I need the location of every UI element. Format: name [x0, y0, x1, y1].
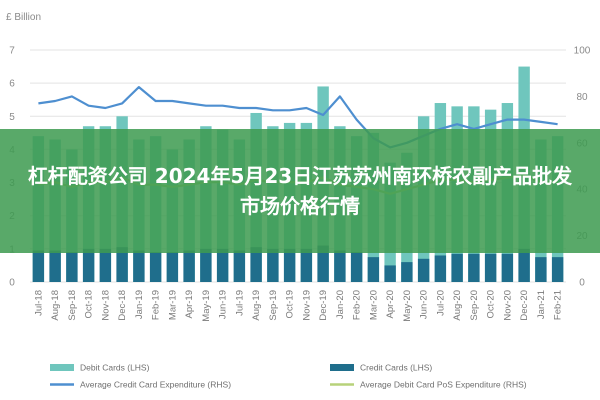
x-axis-tick-label: Jul-20 [435, 290, 446, 316]
x-axis-tick-label: Jul-18 [33, 290, 44, 316]
credit-card-bar [300, 248, 313, 282]
credit-card-bar [216, 248, 229, 282]
x-axis-tick-label: Aug-20 [452, 290, 463, 321]
x-axis-tick-label: Feb-20 [352, 290, 363, 320]
title-overlay-band [0, 129, 600, 253]
x-axis-tick-label: Jan-20 [335, 290, 346, 319]
x-axis-tick-label: Mar-20 [368, 290, 379, 320]
right-axis-tick-label: 0 [579, 278, 585, 289]
x-axis-ticks: Jul-18 Aug-18 Sep-18 Oct-18 Nov-18 Dec-18 Jan-… [33, 290, 563, 322]
credit-card-bar [518, 248, 530, 282]
x-axis-tick-label: May-19 [201, 290, 212, 322]
credit-card-bar [501, 253, 514, 282]
credit-card-bar [183, 250, 195, 282]
credit-card-bar [367, 257, 380, 282]
x-axis-tick-label: Dec-19 [318, 290, 329, 321]
legend-label: Debit Cards (LHS) [80, 363, 150, 373]
credit-card-bar [200, 248, 212, 282]
x-axis-tick-label: Oct-19 [285, 290, 296, 319]
x-axis-tick-label: Jun-19 [218, 290, 229, 319]
x-axis-tick-label: Mar-19 [167, 290, 178, 320]
x-axis-tick-label: Apr-19 [184, 290, 195, 319]
credit-card-bar [82, 248, 95, 282]
x-axis-tick-label: Aug-19 [251, 290, 262, 321]
x-axis-tick-label: May-20 [402, 290, 413, 322]
left-axis-tick-label: 5 [9, 112, 15, 123]
legend: Debit Cards (LHS) Credit Cards (LHS) Avera… [50, 363, 527, 390]
credit-card-bar [233, 250, 246, 282]
avg-credit-card-expenditure-line [38, 85, 558, 149]
x-axis-tick-label: Dec-20 [519, 290, 530, 321]
credit-card-bar [99, 248, 112, 282]
x-axis-tick-label: Nov-18 [100, 290, 111, 321]
x-axis-tick-label: Nov-20 [502, 290, 513, 321]
credit-card-bar [149, 252, 162, 282]
credit-card-bar [317, 245, 329, 282]
credit-card-bar [451, 253, 463, 282]
right-axis-tick-label: 80 [576, 92, 588, 103]
credit-card-bar [551, 257, 564, 282]
right-axis-tick-label: 100 [574, 46, 591, 57]
title-overlay: 杠杆配资公司 2024年5月23日江苏苏州南环桥农副产品批发市场价格行情 [0, 129, 600, 253]
credit-card-bar [133, 250, 145, 282]
credit-card-bar [250, 247, 262, 282]
overlay-title: 杠杆配资公司 2024年5月23日江苏苏州南环桥农副产品批发市场价格行情 [27, 164, 573, 218]
x-axis-tick-label: Aug-18 [50, 290, 61, 321]
credit-card-bar [468, 253, 480, 282]
legend-label: Average Debit Card PoS Expenditure (RHS) [360, 380, 527, 390]
credit-card-bar [267, 248, 279, 282]
credit-card-bar [283, 248, 296, 282]
x-axis-tick-label: Apr-20 [385, 290, 396, 319]
legend-swatch [50, 364, 74, 371]
x-axis-tick-label: Sep-19 [268, 290, 279, 321]
credit-card-bar [484, 253, 497, 282]
credit-card-bar [334, 250, 346, 282]
x-axis-tick-label: Feb-19 [151, 290, 162, 320]
credit-card-bar [535, 257, 547, 282]
x-axis-tick-label: Nov-19 [301, 290, 312, 321]
x-axis-tick-label: Oct-18 [84, 290, 95, 319]
credit-card-bar [66, 252, 78, 282]
credit-card-bar [350, 252, 363, 282]
credit-card-bar [417, 258, 430, 282]
credit-card-bar [116, 247, 128, 282]
legend-swatch [330, 364, 354, 371]
x-axis-tick-label: Sep-18 [67, 290, 78, 321]
credit-card-bar [401, 262, 413, 282]
credit-card-bar [32, 250, 45, 282]
y-axis-units-label: £ Billion [6, 12, 41, 23]
left-axis-tick-label: 0 [9, 278, 15, 289]
x-axis-tick-label: Dec-18 [117, 290, 128, 321]
legend-label: Credit Cards (LHS) [360, 363, 432, 373]
x-axis-tick-label: Jan-19 [134, 290, 145, 319]
x-axis-tick-label: Jun-20 [419, 290, 430, 319]
left-axis-tick-label: 6 [9, 79, 15, 90]
x-axis-tick-label: Jul-19 [234, 290, 245, 316]
x-axis-tick-label: Sep-20 [469, 290, 480, 321]
credit-card-bar [166, 252, 179, 282]
x-axis-tick-label: Jan-21 [536, 290, 547, 319]
legend-label: Average Credit Card Expenditure (RHS) [80, 380, 231, 390]
x-axis-tick-label: Oct-20 [486, 290, 497, 319]
x-axis-tick-label: Feb-21 [553, 290, 564, 320]
credit-card-bar [49, 250, 61, 282]
left-axis-tick-label: 7 [9, 46, 15, 57]
credit-card-bar [434, 255, 447, 282]
credit-card-bar [384, 265, 396, 282]
